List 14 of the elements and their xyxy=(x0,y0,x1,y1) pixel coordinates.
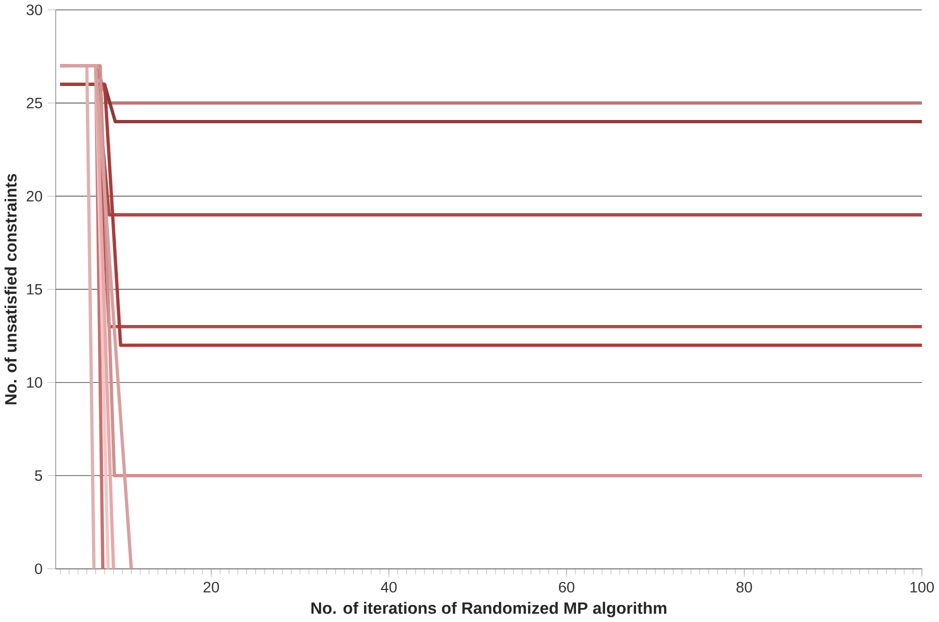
x-tick-label: 40 xyxy=(380,582,397,593)
y-axis-title: No. of unsatisfied constraints xyxy=(4,174,17,404)
x-tick-label: 60 xyxy=(558,582,574,593)
y-tick-label: 20 xyxy=(26,190,42,202)
y-tick-label: 25 xyxy=(26,98,42,108)
y-tick-label: 5 xyxy=(34,470,42,481)
x-tick-label: 80 xyxy=(736,582,752,593)
y-tick-label: 30 xyxy=(26,4,42,16)
x-axis-title: No. of iterations of Randomized MP algorithm xyxy=(311,602,666,618)
y-tick-label: 15 xyxy=(27,284,42,295)
y-tick-label: 10 xyxy=(27,377,42,388)
x-tick-label: 20 xyxy=(204,582,219,593)
x-tick-label: 100 xyxy=(910,582,934,593)
y-tick-label: 0 xyxy=(34,564,42,574)
